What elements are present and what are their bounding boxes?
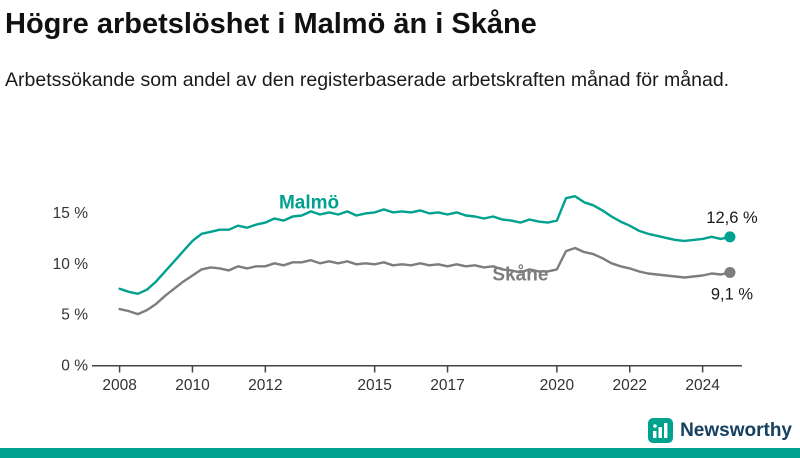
brand-name: Newsworthy (680, 419, 792, 441)
chart-title: Högre arbetslöshet i Malmö än i Skåne (5, 8, 537, 40)
svg-text:15 %: 15 % (53, 205, 89, 222)
svg-text:2008: 2008 (102, 377, 136, 394)
svg-text:10 %: 10 % (53, 256, 89, 273)
infographic: Högre arbetslöshet i Malmö än i Skåne Ar… (0, 8, 800, 458)
chart-subtitle: Arbetssökande som andel av den registerb… (5, 69, 730, 91)
svg-text:2012: 2012 (248, 377, 282, 394)
svg-text:2020: 2020 (540, 377, 575, 394)
svg-text:2022: 2022 (613, 377, 647, 394)
svg-text:Malmö: Malmö (279, 192, 339, 213)
svg-text:12,6 %: 12,6 % (706, 209, 758, 227)
svg-text:5 %: 5 % (61, 307, 88, 324)
svg-text:Skåne: Skåne (492, 265, 548, 286)
newsworthy-logo: Newsworthy (648, 418, 792, 443)
svg-text:2010: 2010 (175, 377, 210, 394)
bar-chart-logo-icon (648, 418, 674, 443)
svg-text:2015: 2015 (357, 377, 391, 394)
svg-text:2017: 2017 (430, 377, 464, 394)
svg-text:2024: 2024 (685, 377, 720, 394)
chart-area: 0 % 5 % 10 % 15 % 2008 2010 2012 2015 2017 2020 20… (0, 173, 800, 408)
line-chart: 0 % 5 % 10 % 15 % 2008 2010 2012 2015 2017 2020 20… (53, 192, 758, 394)
svg-text:9,1 %: 9,1 % (711, 285, 754, 303)
svg-text:0 %: 0 % (61, 358, 88, 375)
